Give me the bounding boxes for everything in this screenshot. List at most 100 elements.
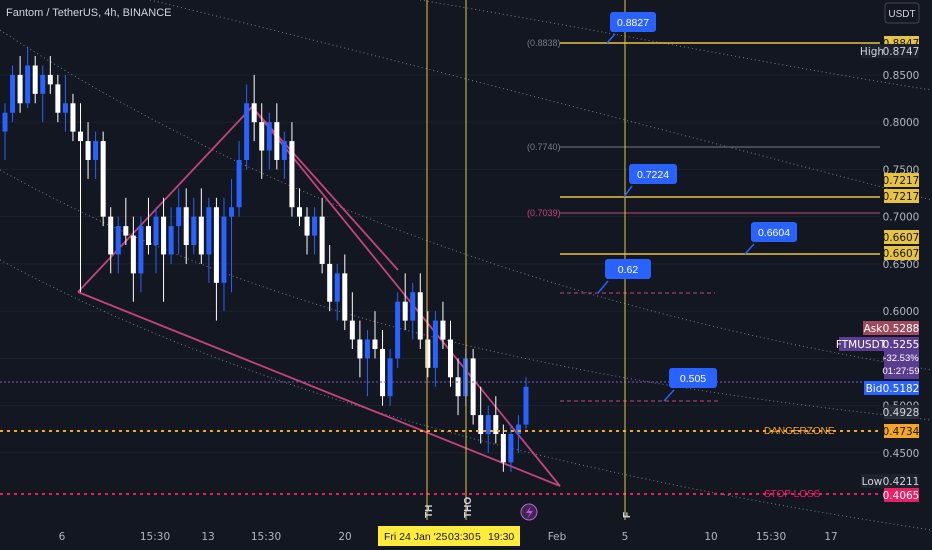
candle-down xyxy=(183,207,189,246)
wedge-resistance xyxy=(251,106,561,487)
y-tick-label: 0.6500 xyxy=(883,259,920,271)
candle-up xyxy=(515,424,521,434)
candle-down xyxy=(100,141,106,217)
callout-08827-text: 0.8827 xyxy=(617,17,649,29)
candle-down xyxy=(327,263,333,302)
channel-line-5 xyxy=(419,0,932,91)
currency-label: USDT xyxy=(888,9,915,20)
candle-up xyxy=(115,226,121,255)
tag-danger-price: 0.4734 xyxy=(883,426,920,438)
marker-label-th: TH xyxy=(424,505,435,518)
stop-loss-label: STOP LOSS xyxy=(764,489,821,500)
candle-down xyxy=(372,339,378,349)
candle-up xyxy=(281,141,287,160)
candle-down xyxy=(455,377,461,397)
crosshair-time-b: 5 xyxy=(475,531,481,543)
crosshair-date-bg xyxy=(378,526,520,546)
tag-target-b xyxy=(884,189,919,203)
candle-down xyxy=(55,84,61,113)
candle-up xyxy=(266,122,272,151)
gridlines xyxy=(0,74,880,454)
candle-down xyxy=(380,348,386,397)
candle-up xyxy=(221,216,227,283)
tag-low-price: 0.4211 xyxy=(883,476,920,488)
tag-bid-label-bg xyxy=(864,381,884,395)
candle-up xyxy=(395,301,401,359)
flash-icon xyxy=(526,506,533,519)
tag-symbol: FTMUSDT xyxy=(836,339,887,351)
event-icon[interactable] xyxy=(520,503,538,521)
tag-target-d-text: 0.6607 xyxy=(883,248,920,260)
tag-danger-price-bg xyxy=(884,424,919,438)
level-label-07039: (0.7039) xyxy=(527,208,561,218)
candle-down xyxy=(349,320,355,340)
callout-06200-text: 0.62 xyxy=(618,264,639,276)
candle-down xyxy=(32,65,38,94)
candle-up xyxy=(176,207,182,227)
candle-down xyxy=(493,415,499,434)
candle-up xyxy=(432,320,438,368)
candle-down xyxy=(342,273,348,321)
marker-label-tho: THO xyxy=(463,497,474,518)
x-tick-label: 15:30 xyxy=(251,531,281,543)
callout-06604[interactable]: 0.6604 xyxy=(744,222,797,255)
candle-up xyxy=(2,112,8,132)
callout-06200[interactable]: 0.62 xyxy=(597,259,651,294)
candle-down xyxy=(145,226,151,246)
callout-08827[interactable]: 0.8827 xyxy=(606,12,656,44)
marker-label-f: F xyxy=(622,512,633,518)
tag-bid-price: 0.5182 xyxy=(883,383,920,395)
candle-down xyxy=(319,216,325,264)
candle-up xyxy=(229,207,235,217)
candle-up xyxy=(364,339,370,359)
candle-down xyxy=(440,320,446,340)
candle-up xyxy=(334,273,340,302)
candle-up xyxy=(62,103,68,113)
callout-05050-text: 0.505 xyxy=(680,373,706,385)
candle-up xyxy=(206,207,212,255)
candle-up xyxy=(40,74,46,94)
tag-last-price-bg xyxy=(884,337,919,379)
candle-down xyxy=(289,141,295,208)
candle-down xyxy=(130,235,136,274)
candle-down xyxy=(470,358,476,416)
tag-ask-label-bg xyxy=(863,321,884,335)
tag-high-price-bg xyxy=(884,44,919,58)
crosshair-date-text: Fri 24 Jan '25 xyxy=(384,531,447,543)
danger-zone-label: DANGERZONE xyxy=(764,426,835,437)
candle-down xyxy=(447,339,453,378)
target-callouts: 0.8827 0.7224 0.6604 0.62 0.505 xyxy=(597,12,797,402)
y-tick-label: 0.4500 xyxy=(883,448,920,460)
level-label-08838: (0.8838) xyxy=(527,38,561,48)
candle-down xyxy=(198,216,204,255)
level-label-07740: (0.7740) xyxy=(527,142,561,152)
x-tick-label: 15:30 xyxy=(756,531,786,543)
tag-target-a xyxy=(884,173,919,187)
crosshair-time-a: 03:30 xyxy=(448,531,474,543)
candle-down xyxy=(251,103,257,123)
candle-up xyxy=(168,226,174,255)
candle-down xyxy=(425,339,431,368)
candle-down xyxy=(70,103,76,132)
candle-up xyxy=(191,216,197,246)
x-tick-label: 20 xyxy=(338,531,351,543)
candle-down xyxy=(402,301,408,321)
chart-title: Fantom / TetherUS, 4h, BINANCE xyxy=(6,7,171,19)
candle-down xyxy=(500,433,506,463)
tag-high-price: 0.8747 xyxy=(883,46,920,58)
callout-07224[interactable]: 0.7224 xyxy=(623,164,677,198)
y-tick-label: 0.6000 xyxy=(883,306,920,318)
currency-button[interactable]: USDT xyxy=(884,2,920,24)
tag-ask-label: Ask xyxy=(864,323,884,335)
tag-stop-price: 0.4065 xyxy=(883,490,920,502)
x-axis: 6 15:30 13 15:30 20 Feb 5 10 15:30 17 xyxy=(59,531,838,543)
tag-countdown: 01:27:59 xyxy=(883,366,920,377)
candle-up xyxy=(485,415,491,434)
tag-mid-price-bg xyxy=(884,405,919,419)
candle-up xyxy=(410,292,416,321)
callout-05050[interactable]: 0.505 xyxy=(663,368,717,402)
candle-down xyxy=(108,216,114,255)
y-tick-label: 0.8500 xyxy=(883,70,920,82)
candle-up xyxy=(312,216,318,236)
